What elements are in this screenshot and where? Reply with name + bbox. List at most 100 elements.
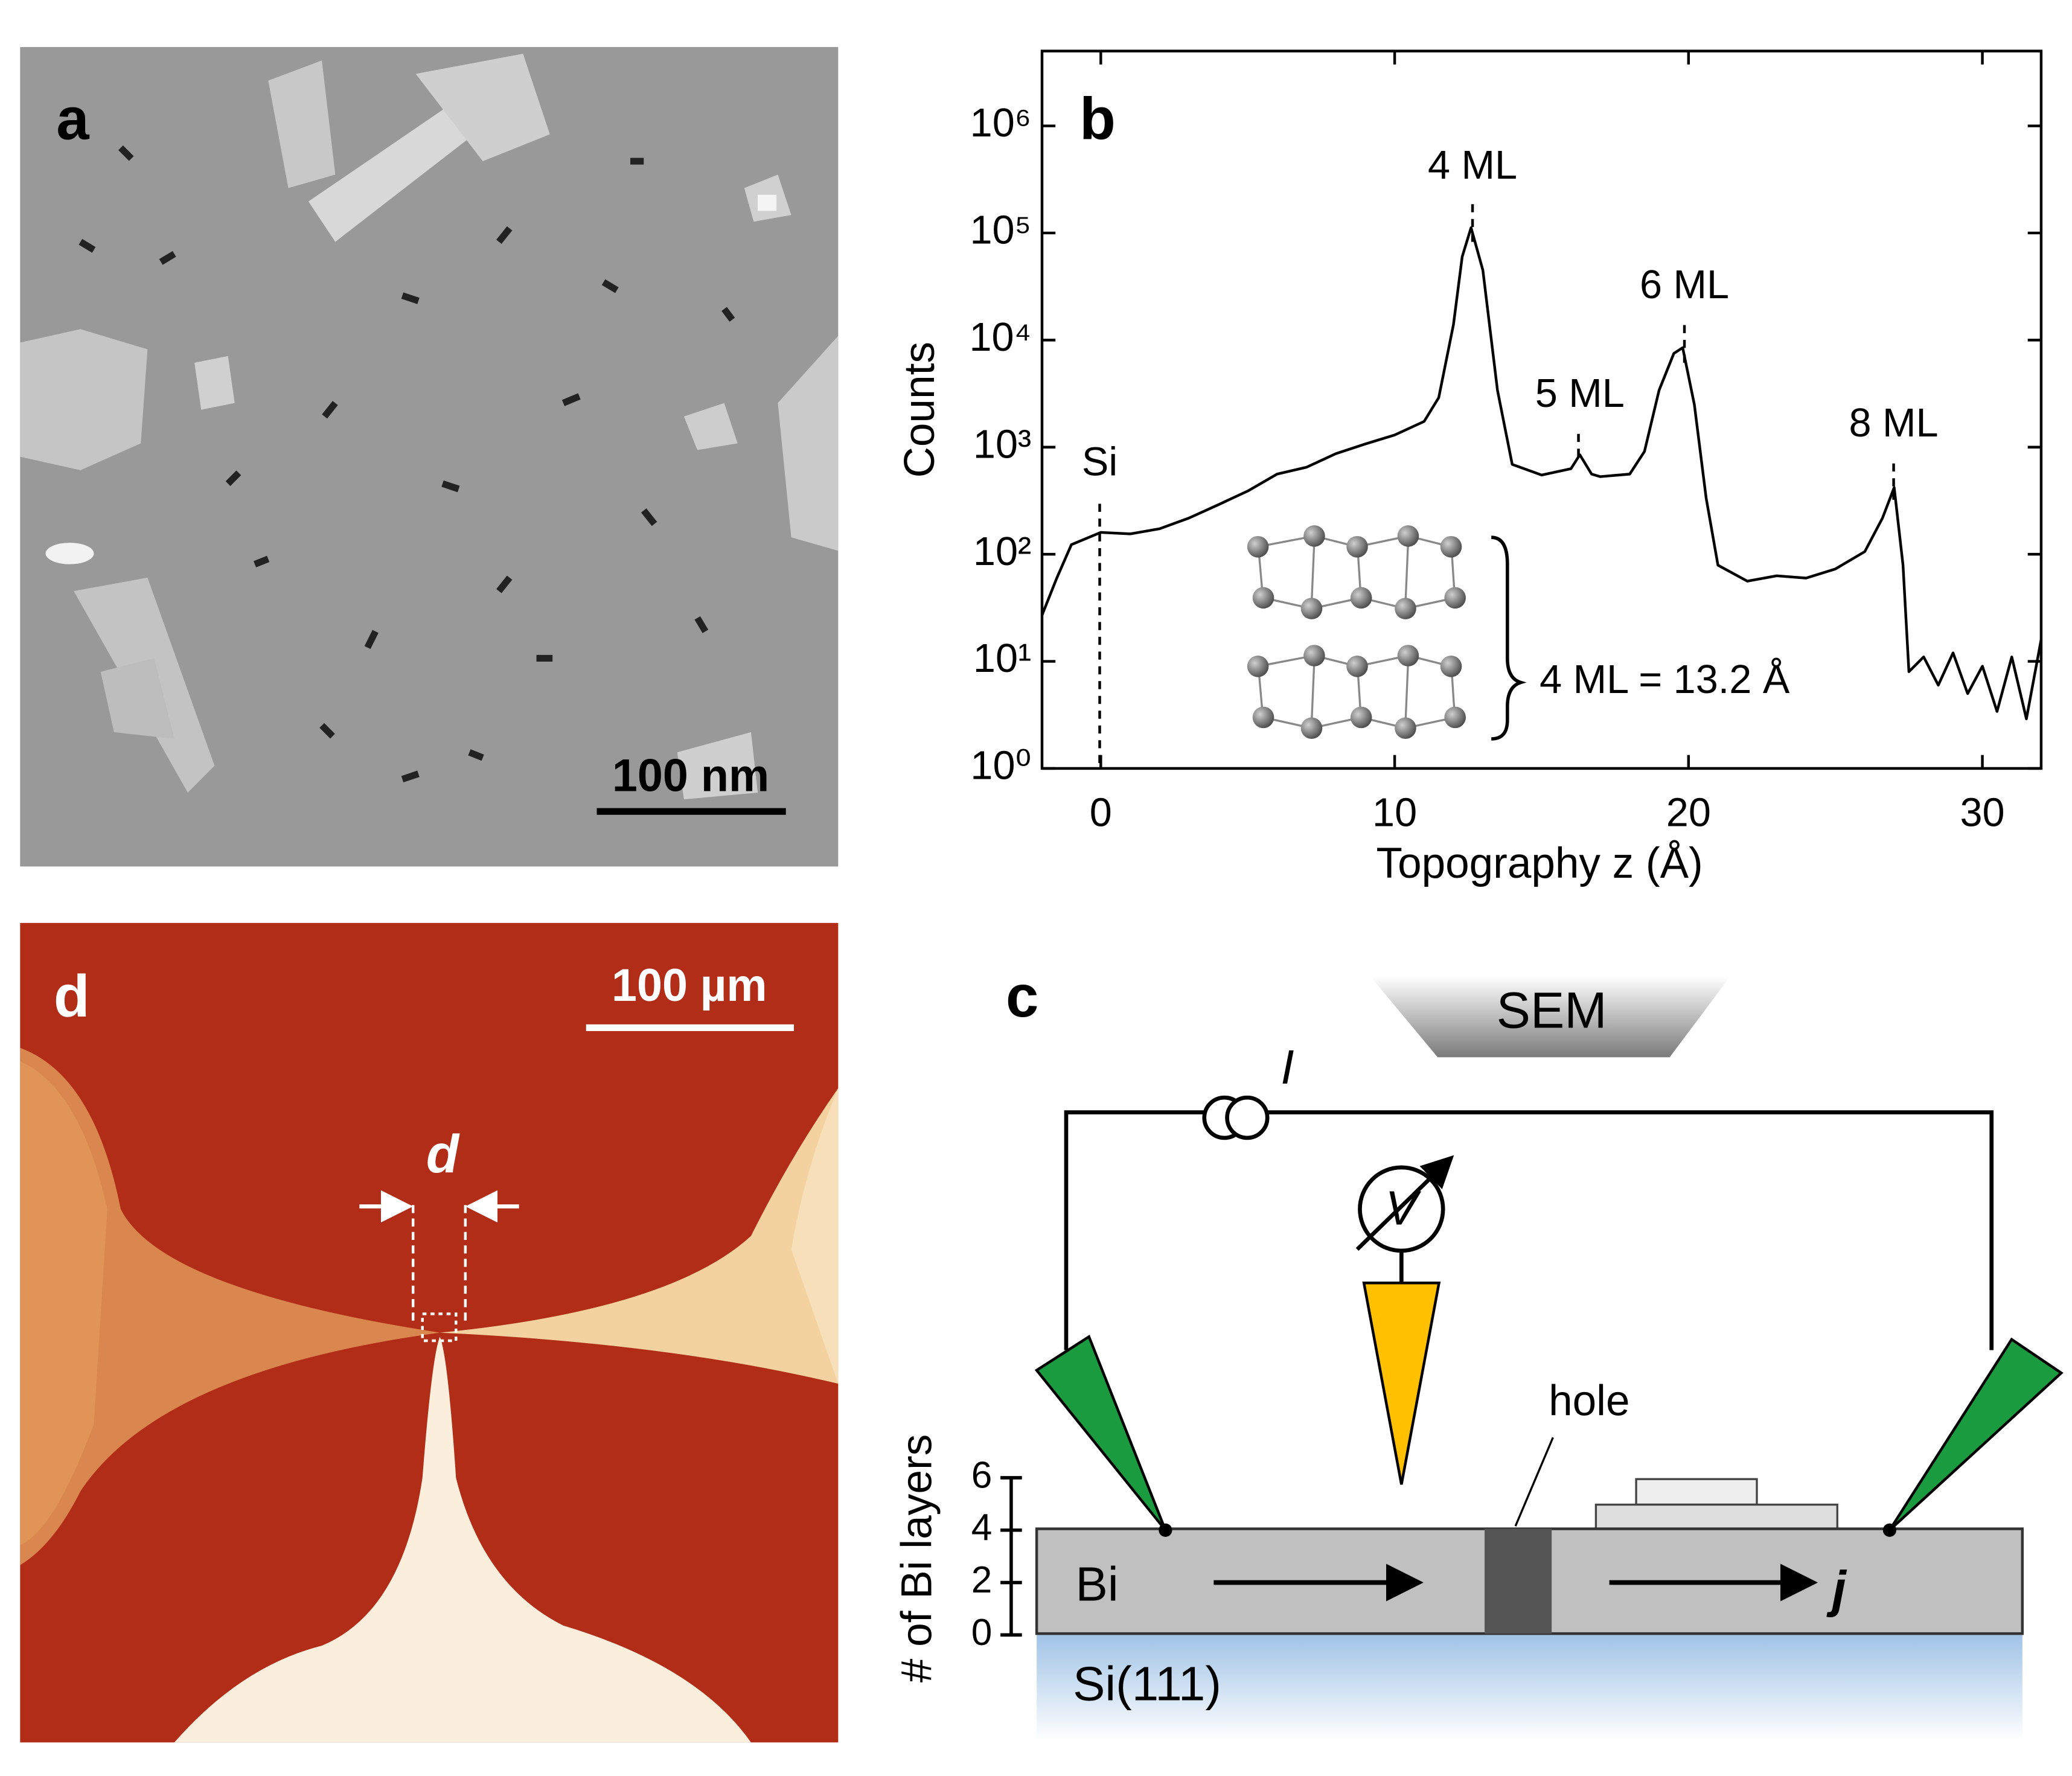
shape [1635, 1478, 1758, 1506]
data-line [1040, 226, 2043, 721]
y-axis-label: Counts [896, 342, 944, 478]
shape [758, 194, 777, 211]
bond [1404, 660, 1410, 723]
scale-bar-label: 100 nm [612, 751, 769, 802]
shape [78, 145, 735, 783]
plot-frame [1040, 50, 2043, 770]
y-tick-label: 10³ [973, 422, 1031, 467]
shape [791, 1088, 839, 1384]
annotation: 6 ML [1640, 263, 1729, 307]
atom [1300, 717, 1323, 739]
x-tick-label: 0 [1090, 790, 1112, 835]
shape [683, 403, 738, 450]
panel-label: c [1006, 963, 1038, 1029]
atom [1303, 525, 1325, 547]
y-tick-label: 10² [973, 529, 1031, 574]
atom [1397, 525, 1419, 547]
y-tick-label: 10⁶ [970, 101, 1032, 145]
annotation: 4 ML = 13.2 Å [1540, 657, 1790, 702]
x-axis-label: Topography z (Å) [1377, 840, 1703, 887]
panel-a [20, 46, 839, 867]
atom [1252, 706, 1274, 729]
shape [415, 54, 550, 162]
shape [308, 100, 483, 242]
distance-label: d [426, 1123, 460, 1184]
atom [1440, 535, 1462, 558]
panel-label: b [1079, 86, 1116, 152]
shape [20, 329, 148, 470]
brace [1491, 535, 1527, 741]
annotation: 4 ML [1428, 143, 1517, 188]
shape [1882, 1523, 1897, 1537]
x-tick-label: 10 [1372, 790, 1417, 835]
y-tick-label: 10⁰ [970, 744, 1031, 788]
annotation: Si [1082, 440, 1118, 485]
shape [421, 1312, 458, 1343]
layer-label: Bi [1076, 1557, 1119, 1611]
y-tick-label: 10¹ [973, 636, 1031, 681]
atom [1300, 598, 1323, 619]
panel-c [1000, 976, 2064, 1742]
panel-label: d [54, 963, 90, 1029]
shape [1594, 1503, 1838, 1530]
scale-bar-label: 100 µm [612, 960, 767, 1011]
x-tick-label: 20 [1666, 790, 1711, 835]
layer-tick-label: 2 [971, 1559, 993, 1601]
shape [1370, 976, 1730, 1058]
shape [20, 1047, 440, 1565]
atom [1440, 656, 1462, 677]
substrate-label: Si(111) [1073, 1656, 1221, 1710]
crystal-inset [1247, 525, 1466, 739]
shape [1064, 1110, 1994, 1350]
current-label: I [1281, 1040, 1294, 1094]
shape [440, 1088, 839, 1384]
layer-tick-label: 4 [971, 1507, 993, 1548]
voltmeter-label: V [1386, 1181, 1422, 1235]
atom [1350, 706, 1372, 729]
atom [1444, 587, 1466, 609]
panel-label: a [56, 86, 90, 152]
layer-axis-label: # of Bi layers [894, 1434, 941, 1682]
bond [1310, 541, 1316, 604]
shape [1225, 1095, 1270, 1140]
shape [100, 658, 174, 739]
atom [1444, 706, 1466, 729]
layer-tick-label: 6 [971, 1454, 993, 1496]
shape [677, 732, 758, 800]
annotation: 8 ML [1849, 401, 1938, 446]
shape [20, 1061, 107, 1545]
shape [778, 336, 839, 551]
shape [1034, 1334, 1167, 1532]
bond [1404, 541, 1410, 604]
atom [1395, 717, 1416, 739]
sem-label: SEM [1497, 982, 1607, 1038]
y-tick-label: 10⁴ [969, 315, 1031, 360]
y-tick-label: 10⁵ [970, 208, 1031, 253]
shape [1888, 1337, 2064, 1532]
atom [1397, 645, 1419, 666]
annotation-markers [1098, 204, 1895, 768]
atom [1252, 587, 1274, 609]
layer-tick-label: 0 [971, 1612, 993, 1653]
atom [1247, 656, 1269, 677]
hole-label: hole [1549, 1377, 1629, 1425]
atom [1395, 598, 1416, 619]
shape [45, 543, 94, 564]
bond [1310, 660, 1316, 723]
shape [1355, 1155, 1454, 1251]
shape [1362, 1282, 1441, 1485]
shape [194, 356, 235, 410]
atom [1350, 587, 1372, 609]
atom [1247, 535, 1269, 558]
shape [1485, 1528, 1552, 1634]
shape [268, 60, 336, 188]
annotation: 5 ML [1535, 371, 1625, 416]
atom [1346, 656, 1368, 677]
panel-d [20, 922, 839, 1743]
atom [1346, 535, 1368, 558]
shape [1037, 1634, 2022, 1742]
shape [174, 1337, 751, 1743]
shape [1159, 1523, 1172, 1537]
